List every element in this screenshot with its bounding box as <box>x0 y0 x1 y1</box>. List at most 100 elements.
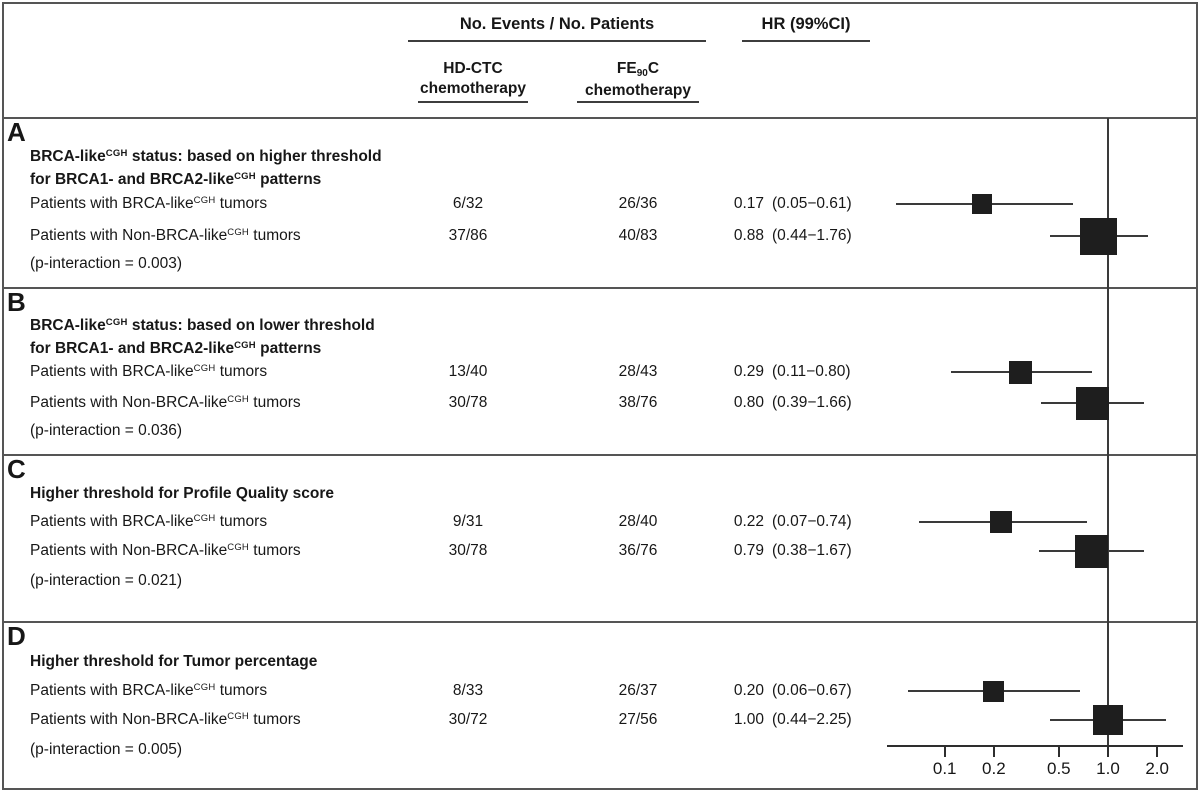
hr-value: 0.79 <box>733 542 764 559</box>
arm-hdctc-underline <box>418 101 528 103</box>
hr-marker <box>983 680 1005 702</box>
table-row: Patients with BRCA-likeCGH tumors 6/32 2… <box>0 193 1200 215</box>
p-interaction: (p-interaction = 0.021) <box>30 572 183 589</box>
hr-ci: (0.06−0.67) <box>772 682 852 699</box>
superscript-cgh: CGH <box>193 513 216 524</box>
row-label: Patients with BRCA-likeCGH tumors <box>30 513 268 530</box>
events-hdctc: 30/78 <box>448 394 488 411</box>
events-hdctc: 8/33 <box>452 682 484 699</box>
row-label: Patients with Non-BRCA-likeCGH tumors <box>30 227 301 244</box>
superscript-cgh: CGH <box>105 148 128 159</box>
panel-C-letter: C <box>7 454 26 484</box>
hr-marker <box>1074 534 1108 568</box>
hr-ci: (0.38−1.67) <box>772 542 852 559</box>
hr-value: 0.22 <box>733 513 764 530</box>
arm-fe90c-header: FE90C chemotherapy <box>577 59 699 101</box>
panel-D-letter: D <box>7 621 26 651</box>
superscript-cgh: CGH <box>227 542 249 553</box>
hr-ci: (0.44−1.76) <box>772 227 852 244</box>
panel-A-letter: A <box>7 117 26 147</box>
table-row: Patients with BRCA-likeCGH tumors 9/31 2… <box>0 511 1200 533</box>
hr-marker <box>1008 360 1032 384</box>
superscript-cgh: CGH <box>193 682 216 693</box>
hr-value: 1.00 <box>733 711 764 728</box>
axis-tick-label: 0.1 <box>932 759 957 778</box>
hr-marker <box>989 511 1012 533</box>
axis-tick-label: 0.5 <box>1047 759 1071 778</box>
separator-header-A <box>4 117 1196 119</box>
axis-tick <box>992 746 995 757</box>
events-group-underline <box>408 40 706 42</box>
events-fe90c: 26/36 <box>618 195 658 212</box>
row-label: Patients with Non-BRCA-likeCGH tumors <box>30 542 301 559</box>
axis-tick-label: 1.0 <box>1096 759 1120 778</box>
table-row: Patients with Non-BRCA-likeCGH tumors 37… <box>0 225 1200 247</box>
table-row: Patients with Non-BRCA-likeCGH tumors 30… <box>0 392 1200 414</box>
axis-tick <box>1107 746 1109 757</box>
axis-tick <box>1057 746 1060 757</box>
separator-B-C <box>4 454 1196 456</box>
events-hdctc: 30/72 <box>448 711 488 728</box>
panel-B-title: BRCA-likeCGH status: based on lower thre… <box>30 317 375 357</box>
events-fe90c: 38/76 <box>618 394 658 411</box>
axis-tick <box>1156 746 1159 757</box>
hr-value: 0.29 <box>733 363 764 380</box>
table-row: Patients with BRCA-likeCGH tumors 8/33 2… <box>0 680 1200 702</box>
hr-ci: (0.39−1.66) <box>772 394 852 411</box>
events-fe90c: 27/56 <box>618 711 658 728</box>
arm-hdctc-line1: HD-CTC <box>443 60 503 77</box>
axis-tick <box>943 746 946 757</box>
superscript-cgh: CGH <box>227 394 249 405</box>
table-row: Patients with BRCA-likeCGH tumors 13/40 … <box>0 361 1200 383</box>
events-fe90c: 36/76 <box>618 542 658 559</box>
table-row: Patients with Non-BRCA-likeCGH tumors 30… <box>0 540 1200 562</box>
hr-ci: (0.44−2.25) <box>772 711 852 728</box>
hr-marker <box>1080 217 1118 255</box>
events-fe90c: 26/37 <box>618 682 658 699</box>
row-label: Patients with Non-BRCA-likeCGH tumors <box>30 394 301 411</box>
separator-A-B <box>4 287 1196 289</box>
hr-value: 0.17 <box>733 195 764 212</box>
row-label: Patients with BRCA-likeCGH tumors <box>30 195 268 212</box>
hr-value: 0.88 <box>733 227 764 244</box>
hr-value: 0.80 <box>733 394 764 411</box>
row-label: Patients with BRCA-likeCGH tumors <box>30 682 268 699</box>
hr-value: 0.20 <box>733 682 764 699</box>
events-fe90c: 40/83 <box>618 227 658 244</box>
events-hdctc: 9/31 <box>452 513 484 530</box>
events-hdctc: 30/78 <box>448 542 488 559</box>
row-label: Patients with Non-BRCA-likeCGH tumors <box>30 711 301 728</box>
hr-ci: (0.11−0.80) <box>772 363 851 380</box>
arm-hdctc-header: HD-CTC chemotherapy <box>413 59 533 99</box>
hr-marker <box>1075 386 1109 420</box>
events-fe90c: 28/43 <box>618 363 658 380</box>
events-hdctc: 37/86 <box>448 227 488 244</box>
axis-tick-label: 2.0 <box>1145 759 1169 778</box>
hr-header: HR (99%CI) <box>761 15 851 33</box>
separator-C-D <box>4 621 1196 623</box>
events-hdctc: 13/40 <box>448 363 488 380</box>
reference-line-hr-1 <box>1107 118 1109 746</box>
panel-D-title: Higher threshold for Tumor percentage <box>30 653 318 670</box>
p-interaction: (p-interaction = 0.003) <box>30 255 183 272</box>
arm-fe90c-line1: FE90C <box>616 60 660 79</box>
events-group-header: No. Events / No. Patients <box>459 15 655 33</box>
hr-marker <box>1093 705 1123 735</box>
events-hdctc: 6/32 <box>452 195 484 212</box>
superscript-cgh: CGH <box>193 195 216 206</box>
arm-fe90c-line2: chemotherapy <box>585 82 691 99</box>
panel-A-title: BRCA-likeCGH status: based on higher thr… <box>30 148 382 188</box>
events-fe90c: 28/40 <box>618 513 658 530</box>
subscript-90: 90 <box>636 68 648 79</box>
x-axis-line <box>887 745 1183 747</box>
superscript-cgh: CGH <box>227 711 249 722</box>
superscript-cgh: CGH <box>105 317 128 328</box>
arm-fe90c-underline <box>577 101 699 103</box>
table-row: Patients with Non-BRCA-likeCGH tumors 30… <box>0 709 1200 731</box>
hr-ci: (0.07−0.74) <box>772 513 852 530</box>
panel-B-letter: B <box>7 287 26 317</box>
panel-C-title: Higher threshold for Profile Quality sco… <box>30 485 335 502</box>
hr-underline <box>742 40 870 42</box>
axis-tick-label: 0.2 <box>982 759 1006 778</box>
